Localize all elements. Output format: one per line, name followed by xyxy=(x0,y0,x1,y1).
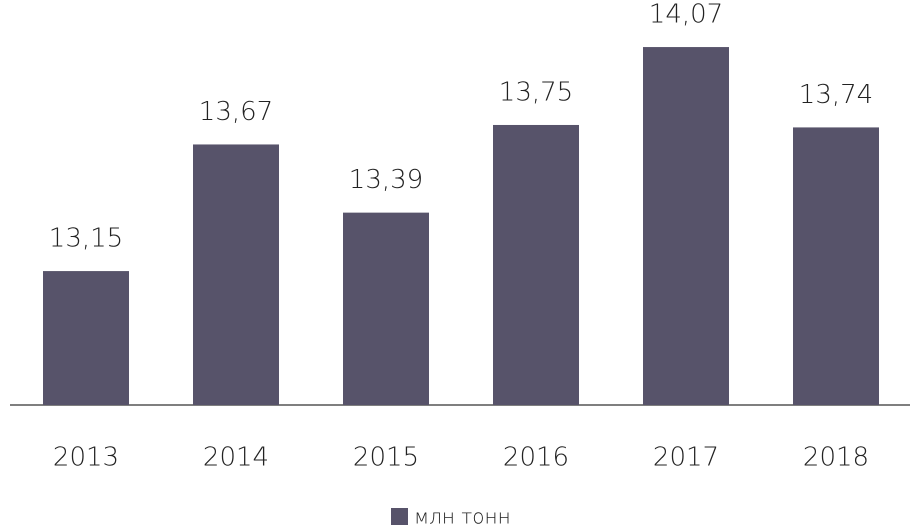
bar xyxy=(493,124,579,405)
data-label: 13,75 xyxy=(499,77,573,107)
data-label: 13,39 xyxy=(349,165,423,195)
bar xyxy=(343,212,429,405)
x-tick-label: 2018 xyxy=(803,443,869,473)
x-tick-label: 2014 xyxy=(203,443,269,473)
x-tick-label: 2015 xyxy=(353,443,419,473)
data-label: 13,15 xyxy=(49,224,123,254)
legend-swatch xyxy=(391,508,408,525)
bar xyxy=(793,127,879,405)
bar xyxy=(193,144,279,405)
bar xyxy=(43,271,129,405)
x-tick-label: 2017 xyxy=(653,443,719,473)
x-tick-label: 2013 xyxy=(53,443,119,473)
data-label: 14,07 xyxy=(649,0,723,30)
data-label: 13,74 xyxy=(799,80,873,110)
x-tick-label: 2016 xyxy=(503,443,569,473)
data-label: 13,67 xyxy=(199,97,273,127)
bar xyxy=(643,47,729,406)
legend-label: млн тонн xyxy=(414,505,511,529)
